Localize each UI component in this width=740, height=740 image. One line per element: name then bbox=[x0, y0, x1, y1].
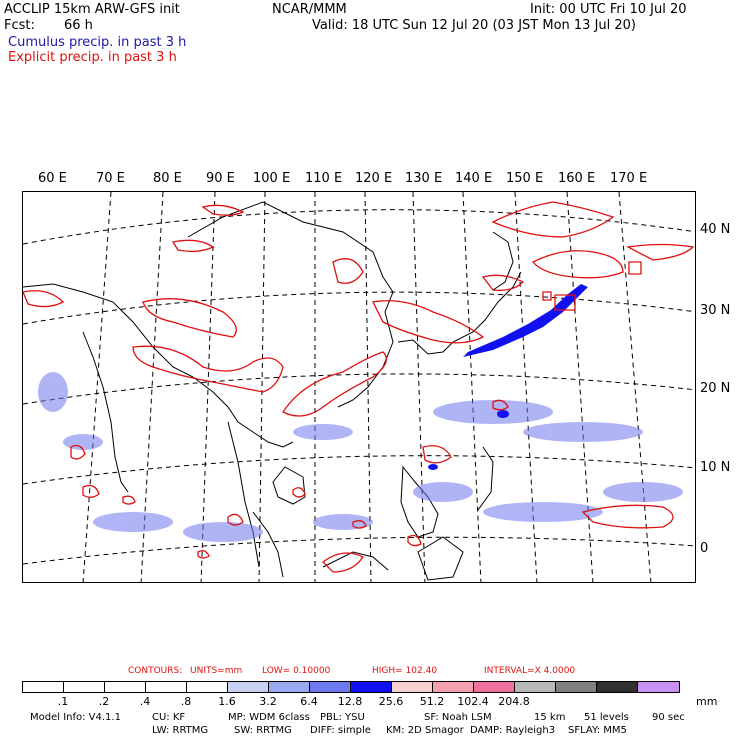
colorbar-swatch bbox=[474, 682, 515, 692]
colorbar-swatch bbox=[269, 682, 310, 692]
lon-label: 90 E bbox=[206, 171, 235, 186]
init-time: Init: 00 UTC Fri 10 Jul 20 bbox=[530, 2, 687, 17]
cumulus-precip bbox=[38, 372, 683, 542]
legend-cumulus: Cumulus precip. in past 3 h bbox=[8, 35, 187, 50]
lat-label: 10 N bbox=[700, 460, 731, 475]
colorbar-swatch bbox=[638, 682, 679, 692]
model-info-levels: 51 levels bbox=[584, 712, 629, 723]
lat-label: 0 bbox=[700, 541, 709, 556]
colorbar-tick-label: 1.6 bbox=[218, 695, 236, 708]
lon-label: 100 E bbox=[253, 171, 291, 186]
model-info-diff: DIFF: simple bbox=[310, 725, 371, 736]
lon-label: 150 E bbox=[506, 171, 544, 186]
colorbar-tick-label: .4 bbox=[139, 695, 151, 708]
lat-label: 40 N bbox=[700, 222, 731, 237]
colorbar-swatch bbox=[515, 682, 556, 692]
colorbar-tick-label: .1 bbox=[57, 695, 69, 708]
lon-label: 60 E bbox=[38, 171, 67, 186]
colorbar-tick-label: 6.4 bbox=[300, 695, 318, 708]
model-info-sf: SF: Noah LSM bbox=[424, 712, 492, 723]
colorbar-swatch bbox=[556, 682, 597, 692]
contours-label: CONTOURS: bbox=[128, 666, 183, 676]
colorbar-swatch bbox=[392, 682, 433, 692]
lon-label: 140 E bbox=[455, 171, 493, 186]
colorbar-unit: mm bbox=[696, 695, 718, 708]
model-info-version: Model Info: V4.1.1 bbox=[30, 712, 121, 723]
lon-label: 160 E bbox=[558, 171, 596, 186]
model-info-sflay: SFLAY: MM5 bbox=[568, 725, 627, 736]
forecast-hour-label: Fcst: bbox=[4, 18, 35, 33]
colorbar-swatch bbox=[146, 682, 187, 692]
model-info-km: KM: 2D Smagor bbox=[386, 725, 464, 736]
cumulus-heavy bbox=[428, 284, 588, 470]
colorbar-swatch bbox=[64, 682, 105, 692]
contours-interval: INTERVAL=X 4.0000 bbox=[484, 666, 576, 676]
colorbar-tick-label: 204.8 bbox=[498, 695, 530, 708]
colorbar-swatch bbox=[228, 682, 269, 692]
map-canvas bbox=[23, 192, 695, 582]
colorbar-swatch bbox=[105, 682, 146, 692]
legend-explicit: Explicit precip. in past 3 h bbox=[8, 50, 177, 65]
lat-label: 30 N bbox=[700, 303, 731, 318]
lon-label: 130 E bbox=[405, 171, 443, 186]
forecast-hour-value: 66 h bbox=[64, 18, 93, 33]
colorbar-tick-label: .8 bbox=[180, 695, 192, 708]
colorbar-swatch bbox=[351, 682, 392, 692]
model-info-sw: SW: RRTMG bbox=[234, 725, 292, 736]
colorbar bbox=[22, 681, 680, 693]
explicit-precip bbox=[23, 201, 695, 573]
colorbar-swatch bbox=[597, 682, 638, 692]
lon-label: 80 E bbox=[153, 171, 182, 186]
colorbar-swatch bbox=[433, 682, 474, 692]
center-label: NCAR/MMM bbox=[272, 2, 347, 17]
coastlines bbox=[23, 201, 522, 581]
colorbar-tick-label: 12.8 bbox=[337, 695, 363, 708]
contours-low: LOW= 0.10000 bbox=[262, 666, 331, 676]
model-info-damp: DAMP: Rayleigh3 bbox=[470, 725, 556, 736]
model-info-lw: LW: RRTMG bbox=[152, 725, 209, 736]
colorbar-tick-label: 51.2 bbox=[419, 695, 445, 708]
colorbar-swatch bbox=[23, 682, 64, 692]
meridian-lines bbox=[82, 192, 652, 582]
lon-label: 70 E bbox=[96, 171, 125, 186]
model-info-timestep: 90 sec bbox=[652, 712, 685, 723]
precip-map bbox=[22, 191, 696, 583]
model-info-res: 15 km bbox=[534, 712, 566, 723]
lat-label: 20 N bbox=[700, 381, 731, 396]
lon-label: 110 E bbox=[305, 171, 343, 186]
model-info-mp: MP: WDM 6class bbox=[228, 712, 310, 723]
parallel-lines bbox=[23, 209, 695, 565]
lon-label: 120 E bbox=[355, 171, 393, 186]
model-title: ACCLIP 15km ARW-GFS init bbox=[4, 2, 180, 17]
colorbar-tick-label: 25.6 bbox=[378, 695, 404, 708]
colorbar-tick-label: 102.4 bbox=[457, 695, 489, 708]
contours-units: UNITS=mm bbox=[190, 666, 243, 676]
model-info-cu: CU: KF bbox=[152, 712, 186, 723]
colorbar-swatch bbox=[310, 682, 351, 692]
lon-label: 170 E bbox=[610, 171, 648, 186]
colorbar-swatch bbox=[187, 682, 228, 692]
model-info-pbl: PBL: YSU bbox=[320, 712, 365, 723]
colorbar-tick-label: 3.2 bbox=[259, 695, 277, 708]
colorbar-tick-label: .2 bbox=[98, 695, 110, 708]
valid-time: Valid: 18 UTC Sun 12 Jul 20 (03 JST Mon … bbox=[312, 18, 636, 33]
contours-high: HIGH= 102.40 bbox=[372, 666, 438, 676]
